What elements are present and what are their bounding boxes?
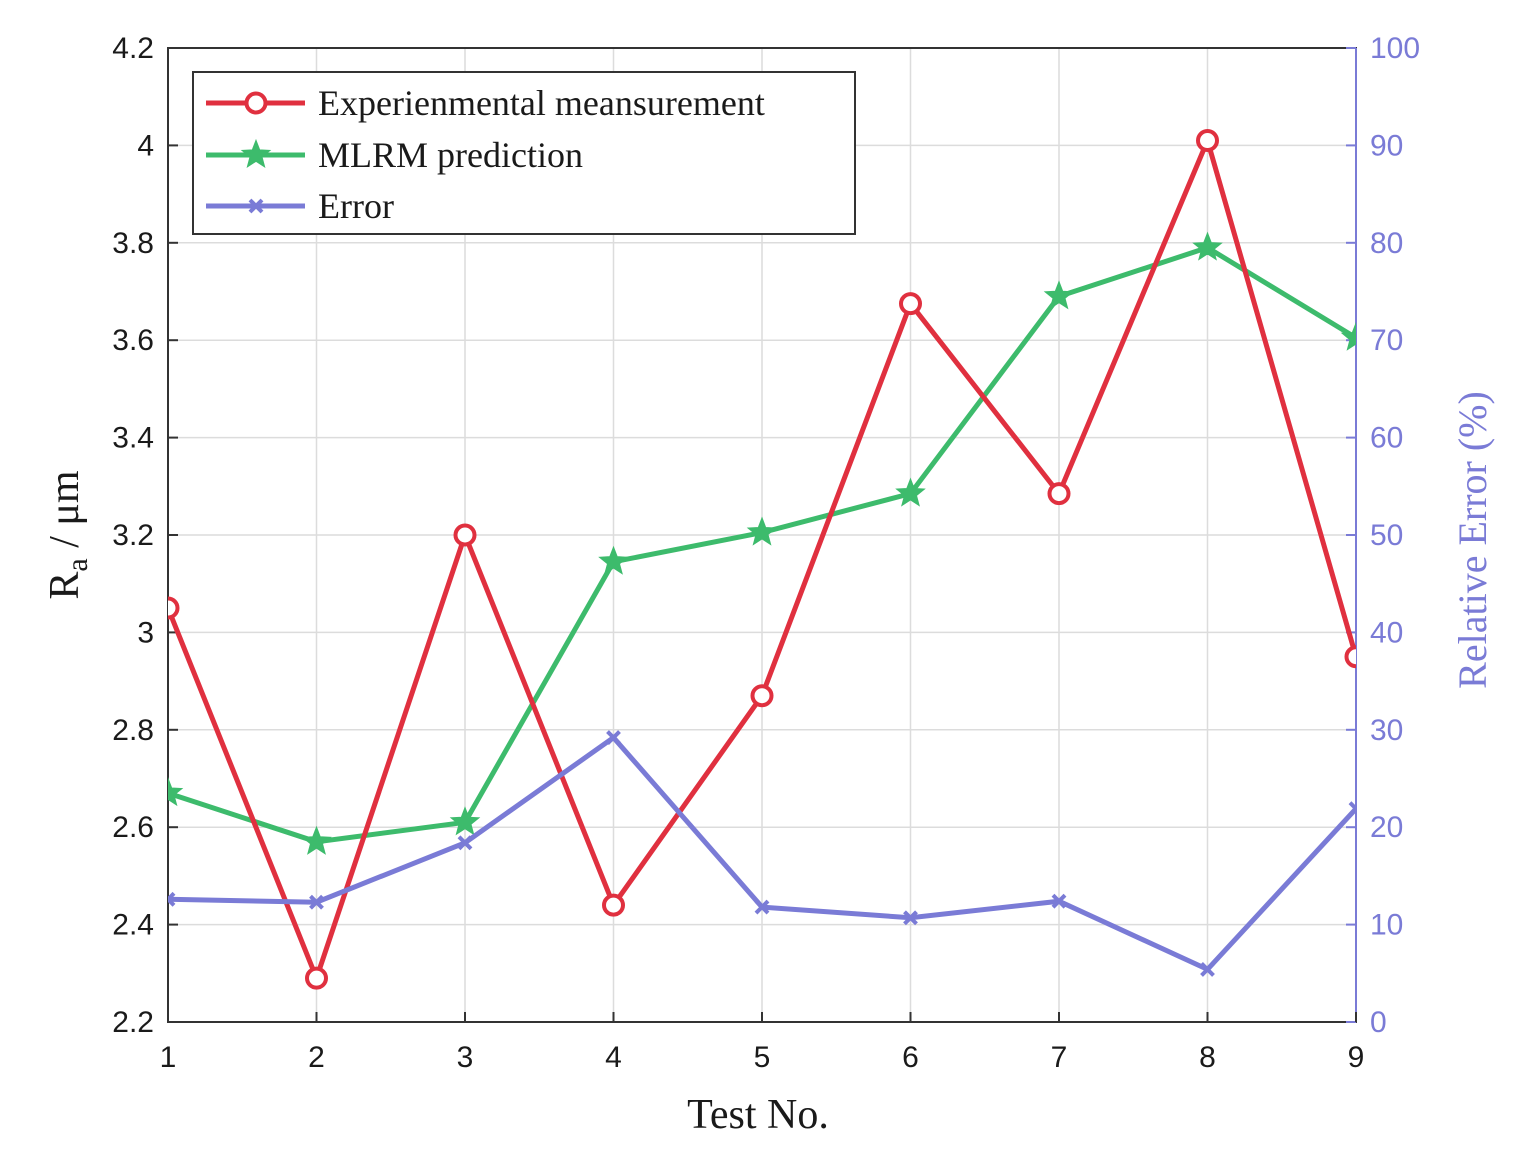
data-point (457, 835, 473, 851)
data-point (168, 891, 176, 907)
data-point (1348, 801, 1356, 817)
data-point (606, 730, 621, 746)
legend-entries: Experienmental meansurement MLRM predicti… (206, 83, 765, 226)
x-tick-label: 9 (1348, 1041, 1365, 1074)
legend: Experienmental meansurement MLRM predicti… (192, 71, 856, 235)
y2-tick-label: 10 (1370, 909, 1403, 942)
x-tick-label: 1 (160, 1041, 177, 1074)
x-tick-label: 8 (1199, 1041, 1216, 1074)
legend-marker (248, 198, 264, 214)
legend-entry: Experienmental meansurement (206, 83, 765, 123)
data-point (305, 966, 328, 990)
y2-tick-label: 80 (1370, 227, 1403, 260)
data-point (754, 899, 770, 915)
data-point (895, 477, 926, 507)
data-point (750, 684, 774, 708)
x-tick-label: 2 (308, 1041, 325, 1074)
data-point (453, 523, 477, 547)
y-axis-title-subscript: a (61, 558, 94, 571)
y2-tick-label: 30 (1370, 714, 1403, 747)
data-point (309, 894, 324, 910)
y-tick-label: 3.2 (112, 519, 154, 552)
y-axis-title-unit: / μm (42, 470, 88, 558)
series-3 (168, 730, 1356, 977)
legend-label: MLRM prediction (318, 135, 583, 175)
y2-tick-label: 0 (1370, 1006, 1387, 1039)
y2-tick-label: 90 (1370, 129, 1403, 162)
x-tick-label: 5 (754, 1041, 771, 1074)
y-tick-label: 3.4 (112, 422, 154, 455)
y-tick-label: 3.8 (112, 227, 154, 260)
left-axis-ticks: 2.2 2.4 2.6 2.8 3 3.2 3.4 3.6 3.8 4 4.2 (112, 32, 178, 1039)
grid-lines (168, 48, 1356, 1022)
y2-tick-label: 50 (1370, 519, 1403, 552)
y-tick-label: 4 (137, 129, 154, 162)
data-point (301, 825, 332, 855)
y2-axis-title: Relative Error (%) (1450, 391, 1495, 689)
data-point (168, 596, 180, 620)
series-layer (168, 129, 1356, 990)
legend-entry: MLRM prediction (206, 135, 583, 175)
y-axis-title-main: R (42, 572, 88, 600)
y2-tick-label: 60 (1370, 422, 1403, 455)
data-point (602, 893, 625, 917)
y-tick-label: 2.2 (112, 1006, 154, 1039)
y-tick-label: 2.6 (112, 811, 154, 844)
data-point (746, 516, 778, 546)
x-tick-label: 6 (902, 1041, 919, 1074)
y-tick-label: 2.4 (112, 909, 154, 942)
data-point (899, 292, 922, 316)
data-point (1340, 321, 1356, 351)
y2-tick-label: 40 (1370, 616, 1403, 649)
right-axis-ticks: 0 10 20 30 40 50 60 70 80 90 100 (1346, 32, 1420, 1039)
legend-marker (244, 91, 268, 115)
y2-tick-label: 70 (1370, 324, 1403, 357)
y-axis-title: Ra / μm (42, 470, 94, 600)
legend-marker (240, 138, 272, 169)
data-point (1192, 231, 1223, 261)
data-point (449, 806, 481, 836)
y-tick-label: 3.6 (112, 324, 154, 357)
y-tick-label: 4.2 (112, 32, 154, 65)
x-axis-title: Test No. (687, 1092, 829, 1138)
svg-text:Ra / μm: Ra / μm (42, 470, 94, 600)
data-point (1344, 645, 1356, 669)
legend-label: Experienmental meansurement (318, 83, 765, 123)
data-point (1051, 893, 1067, 909)
y-tick-label: 3 (137, 616, 154, 649)
x-tick-label: 3 (457, 1041, 474, 1074)
data-point (168, 777, 184, 807)
x-tick-label: 4 (605, 1041, 622, 1074)
data-point (598, 545, 629, 575)
data-point (1043, 280, 1075, 310)
series-1 (168, 129, 1356, 990)
y-tick-label: 2.8 (112, 714, 154, 747)
y2-tick-label: 100 (1370, 32, 1420, 65)
data-point (1047, 482, 1071, 506)
x-axis-ticks: 1 2 3 4 5 6 7 8 9 (160, 1012, 1365, 1074)
legend-entry: Error (206, 186, 394, 226)
data-point (1200, 961, 1215, 977)
y2-tick-label: 20 (1370, 811, 1403, 844)
x-tick-label: 7 (1051, 1041, 1068, 1074)
legend-label: Error (318, 186, 394, 226)
data-point (1196, 129, 1219, 153)
data-point (903, 910, 918, 926)
